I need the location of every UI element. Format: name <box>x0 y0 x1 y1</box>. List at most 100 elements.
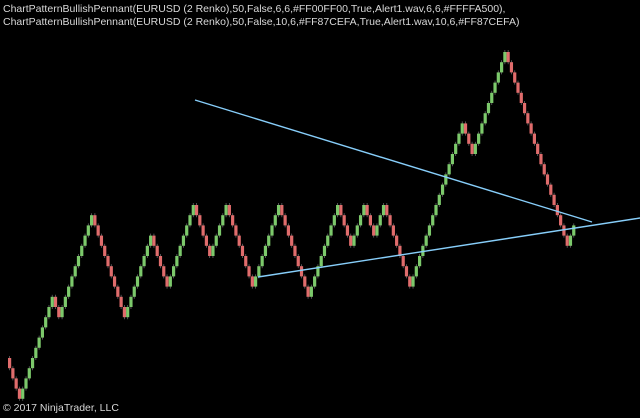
down-brick <box>345 225 350 236</box>
up-brick <box>27 368 31 379</box>
indicator-title: ChartPatternBullishPennant(EURUSD (2 Ren… <box>3 3 520 28</box>
down-brick <box>299 266 304 277</box>
down-brick <box>463 123 468 134</box>
down-brick <box>8 358 12 369</box>
up-brick <box>500 62 504 73</box>
up-brick <box>83 235 87 246</box>
up-brick <box>326 235 330 246</box>
down-brick <box>401 256 405 267</box>
up-brick <box>572 225 576 236</box>
up-brick <box>496 72 500 83</box>
down-brick <box>529 123 533 134</box>
down-brick <box>385 205 389 216</box>
brick-series <box>8 50 576 401</box>
up-brick <box>257 266 261 277</box>
up-brick <box>483 113 487 124</box>
up-brick <box>424 235 428 246</box>
down-brick <box>372 225 376 236</box>
up-brick <box>185 225 189 236</box>
up-brick <box>178 245 182 256</box>
up-brick <box>172 266 176 277</box>
down-brick <box>244 256 248 267</box>
down-brick <box>303 276 307 287</box>
down-brick <box>231 215 235 226</box>
down-brick <box>247 266 251 277</box>
up-brick <box>168 276 172 287</box>
down-brick <box>470 143 474 154</box>
up-brick <box>427 225 432 236</box>
down-brick <box>14 378 18 389</box>
up-brick <box>457 133 461 144</box>
up-brick <box>260 256 264 267</box>
down-brick <box>116 286 120 297</box>
down-brick <box>388 215 392 226</box>
up-brick <box>37 337 41 348</box>
up-brick <box>418 256 422 267</box>
up-brick <box>149 235 153 246</box>
up-brick <box>460 123 464 134</box>
up-brick <box>73 266 77 277</box>
down-brick <box>365 205 369 216</box>
up-brick <box>444 174 448 185</box>
up-brick <box>454 143 458 154</box>
down-brick <box>549 184 553 195</box>
up-brick <box>503 52 507 63</box>
down-brick <box>155 245 159 256</box>
up-brick <box>44 317 48 328</box>
up-brick <box>355 225 359 236</box>
down-brick <box>342 215 346 226</box>
up-brick <box>411 276 415 287</box>
up-brick <box>332 215 336 226</box>
up-brick <box>129 296 133 307</box>
lower-trendline[interactable] <box>257 217 640 278</box>
down-brick <box>208 245 212 256</box>
up-brick <box>63 296 67 307</box>
up-brick <box>139 266 143 277</box>
down-brick <box>119 296 123 307</box>
up-brick <box>486 103 491 114</box>
up-brick <box>50 296 54 307</box>
up-brick <box>473 143 477 154</box>
up-brick <box>142 256 146 267</box>
up-brick <box>276 205 281 216</box>
down-brick <box>506 52 510 63</box>
down-brick <box>158 256 163 267</box>
up-brick <box>267 235 271 246</box>
up-brick <box>322 245 327 256</box>
up-brick <box>217 225 222 236</box>
up-brick <box>375 225 379 236</box>
up-brick <box>493 82 497 93</box>
down-brick <box>204 235 208 246</box>
up-brick <box>477 133 481 144</box>
up-brick <box>135 276 140 287</box>
down-brick <box>391 225 395 236</box>
down-brick <box>152 235 156 246</box>
up-brick <box>378 215 382 226</box>
down-brick <box>516 82 520 93</box>
up-brick <box>319 256 323 267</box>
up-brick <box>358 215 363 226</box>
up-brick <box>181 235 186 246</box>
up-brick <box>70 276 74 287</box>
down-brick <box>57 307 61 318</box>
upper-trendline[interactable] <box>194 99 593 223</box>
copyright-text: © 2017 NinjaTrader, LLC <box>3 402 119 414</box>
down-brick <box>286 225 290 236</box>
down-brick <box>532 133 536 144</box>
up-brick <box>329 225 333 236</box>
up-brick <box>40 327 44 338</box>
up-brick <box>263 245 268 256</box>
down-brick <box>283 215 287 226</box>
down-brick <box>404 266 409 277</box>
up-brick <box>175 256 179 267</box>
down-brick <box>53 296 58 307</box>
down-brick <box>539 154 543 165</box>
up-brick <box>273 215 277 226</box>
down-brick <box>250 276 254 287</box>
up-brick <box>381 205 386 216</box>
down-brick <box>93 215 97 226</box>
down-brick <box>467 133 471 144</box>
down-brick <box>201 225 205 236</box>
down-brick <box>194 205 199 216</box>
